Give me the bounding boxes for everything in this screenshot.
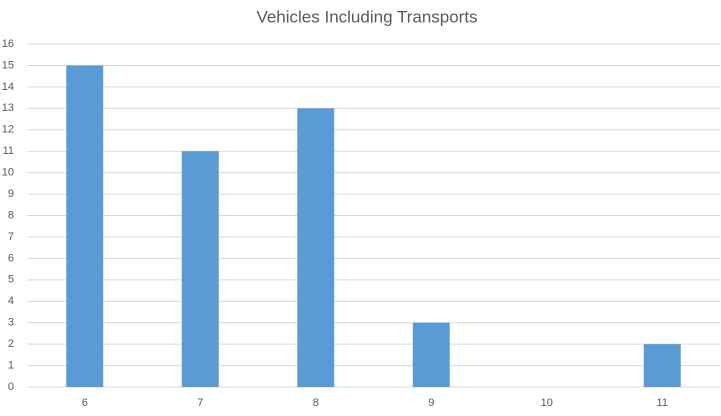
x-tick-label: 11	[657, 397, 668, 409]
x-tick-label: 10	[541, 397, 553, 409]
x-tick-label: 9	[428, 397, 434, 409]
bar	[181, 151, 219, 387]
y-tick-label: 14	[2, 81, 14, 93]
y-tick-label: 10	[2, 167, 14, 179]
y-tick-label: 0	[8, 381, 14, 393]
y-tick-label: 8	[8, 209, 14, 221]
y-tick-label: 12	[2, 124, 14, 136]
y-tick-label: 7	[8, 231, 14, 243]
y-tick-label: 13	[2, 102, 14, 114]
y-tick-label: 9	[8, 188, 14, 200]
y-tick-label: 3	[8, 317, 14, 329]
bar	[297, 108, 335, 387]
x-tick-label: 8	[313, 397, 319, 409]
y-tick-label: 2	[8, 338, 14, 350]
y-tick-label: 6	[8, 252, 14, 264]
y-tick-label: 16	[2, 38, 14, 50]
y-tick-label: 15	[2, 59, 14, 71]
y-tick-label: 4	[8, 295, 14, 307]
bar	[412, 322, 450, 387]
x-tick-label: 7	[197, 397, 203, 409]
y-tick-label: 1	[8, 359, 14, 371]
y-tick-label: 5	[8, 274, 14, 286]
chart-title: Vehicles Including Transports	[256, 7, 477, 26]
y-tick-label: 11	[3, 145, 14, 157]
x-tick-label: 6	[82, 397, 88, 409]
bar	[643, 344, 681, 387]
bar	[66, 65, 104, 387]
